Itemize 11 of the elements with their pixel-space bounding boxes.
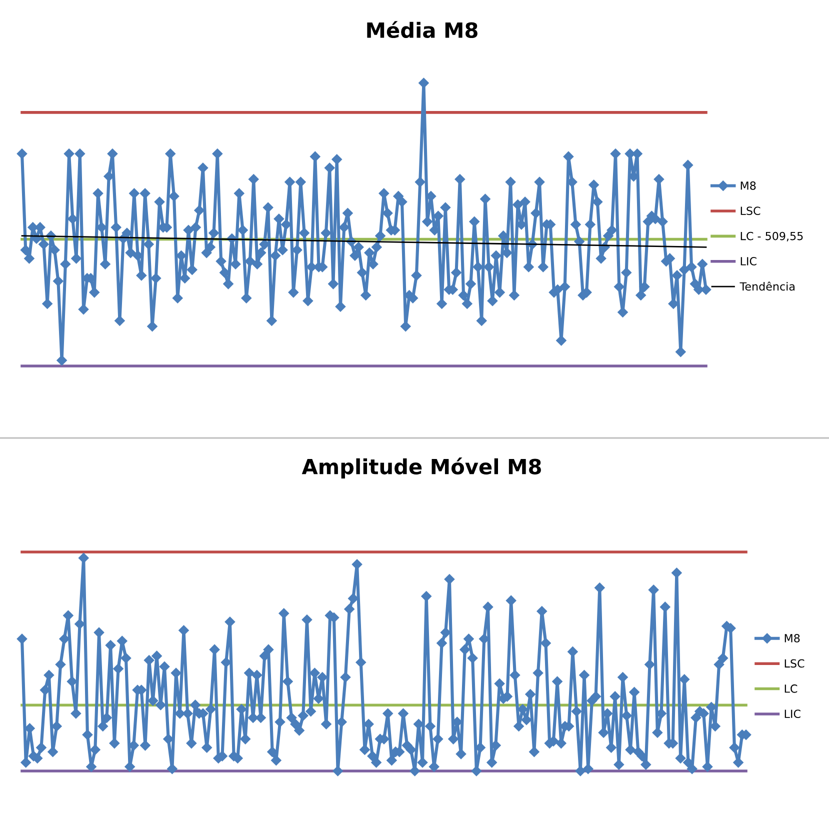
chart-title: Amplitude Móvel M8 <box>302 458 541 478</box>
legend-label: LSC <box>740 206 760 216</box>
ref-line-label: LC - 509,55 <box>740 232 803 242</box>
legend-label: Tendência <box>740 282 794 291</box>
legend-label: LIC <box>740 257 756 266</box>
legend-label: LIC <box>784 710 800 718</box>
chart-title: Média M8 <box>367 21 478 38</box>
legend-label: LSC <box>784 659 804 668</box>
legend-label: M8 <box>740 181 756 190</box>
legend-label: M8 <box>784 634 800 642</box>
legend-label: LC <box>784 684 798 693</box>
